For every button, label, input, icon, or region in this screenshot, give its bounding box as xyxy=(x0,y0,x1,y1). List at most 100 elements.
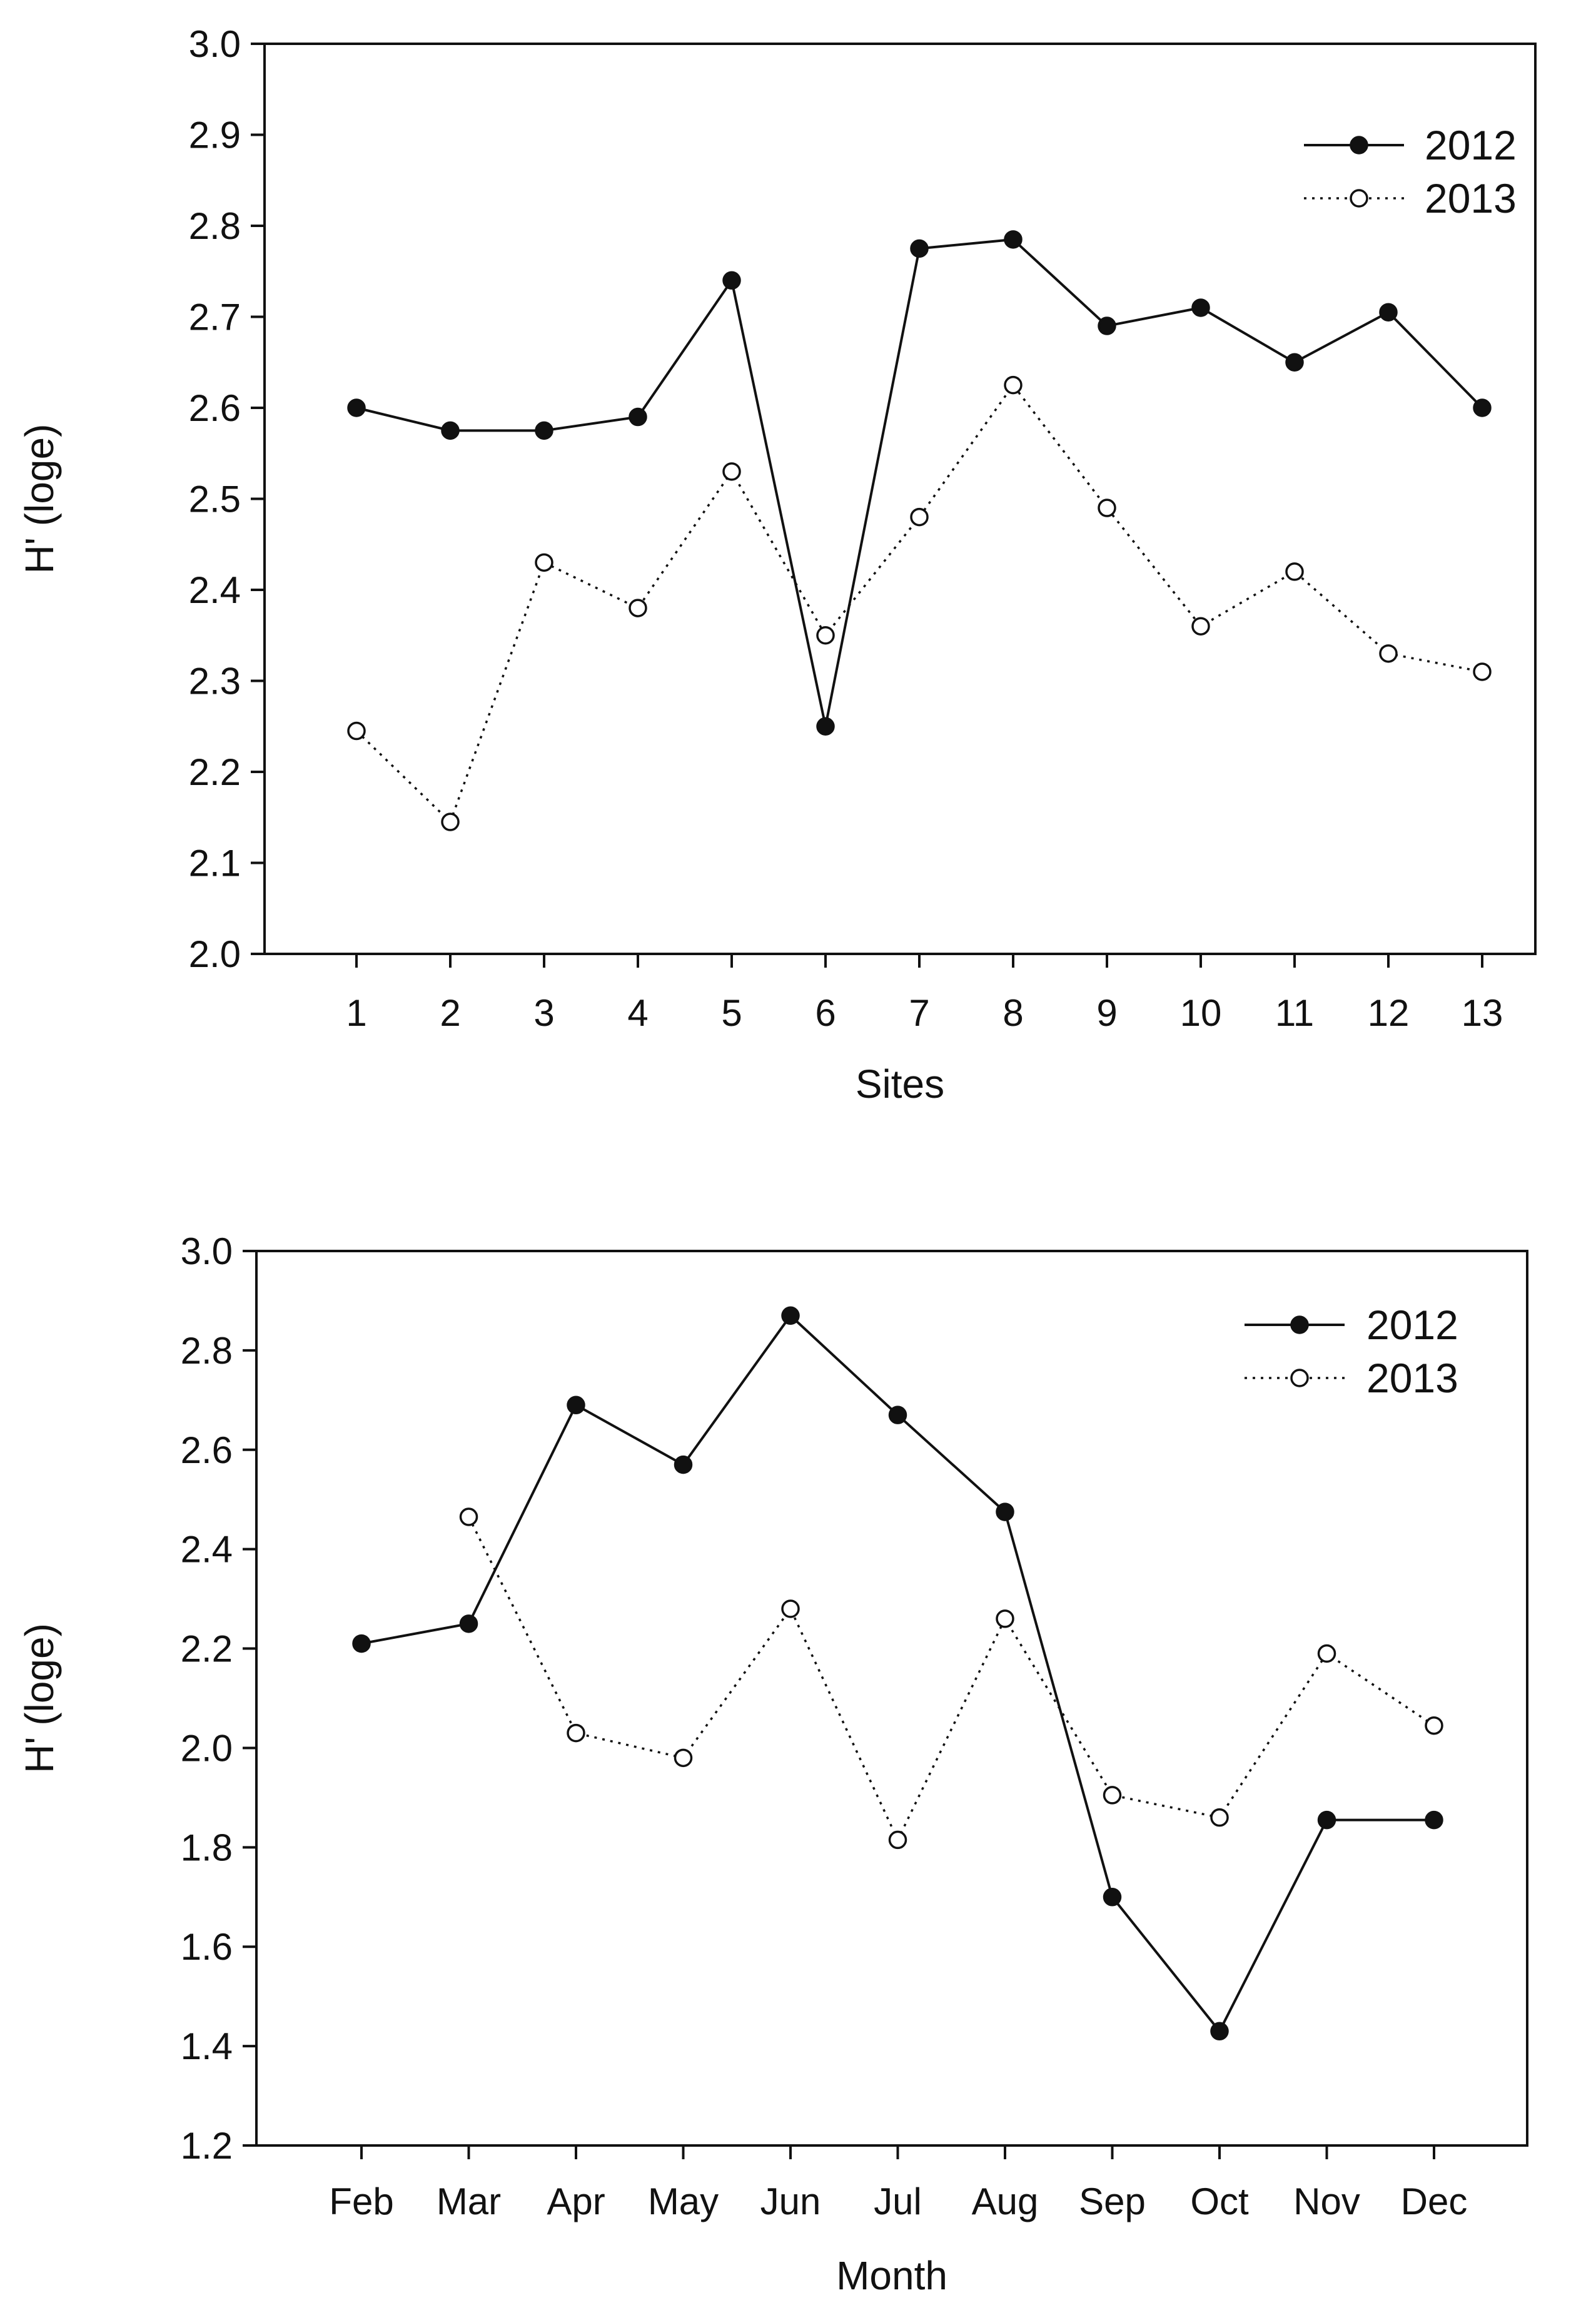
series-2013-point xyxy=(567,1723,585,1743)
series-2013-point xyxy=(1103,1786,1122,1805)
series-2012-point xyxy=(352,1634,371,1653)
y-tick-label: 2.5 xyxy=(189,479,241,520)
series-2013-point xyxy=(781,1599,800,1618)
series-2012-point xyxy=(1473,398,1492,417)
series-2013-point xyxy=(459,1507,478,1526)
x-tick-label: 7 xyxy=(909,992,929,1034)
x-tick-label: 12 xyxy=(1368,992,1410,1034)
series-2013-point xyxy=(674,1748,693,1768)
x-axis-title: Month xyxy=(836,2253,947,2298)
series-2013-point xyxy=(441,813,460,831)
series-2012-point xyxy=(888,1406,907,1424)
x-tick-label: 4 xyxy=(627,992,648,1034)
y-axis-title: H' (loge) xyxy=(17,1623,62,1773)
x-tick-label: Feb xyxy=(329,2181,393,2222)
x-tick-label: Sep xyxy=(1079,2181,1146,2222)
y-tick-label: 1.4 xyxy=(181,2025,233,2067)
x-tick-label: 1 xyxy=(346,992,366,1034)
y-tick-label: 2.8 xyxy=(181,1330,233,1372)
x-tick-label: 8 xyxy=(1003,992,1023,1034)
y-tick-label: 1.8 xyxy=(181,1826,233,1868)
series-2012-point xyxy=(816,717,835,736)
series-2013-point xyxy=(888,1830,907,1850)
series-2012-point xyxy=(781,1306,800,1325)
series-2012-point xyxy=(1379,303,1398,322)
series-2012-point xyxy=(1098,317,1116,335)
x-tick-label: Jul xyxy=(874,2181,922,2222)
x-tick-label: 9 xyxy=(1096,992,1117,1034)
y-tick-label: 3.0 xyxy=(189,23,241,65)
x-tick-label: Jun xyxy=(760,2181,821,2222)
y-tick-label: 2.4 xyxy=(181,1529,233,1571)
y-tick-label: 1.2 xyxy=(181,2125,233,2167)
y-tick-label: 2.1 xyxy=(189,843,241,884)
series-2013-point xyxy=(1285,562,1304,581)
series-2012-point xyxy=(1004,230,1023,249)
legend-marker-2013 xyxy=(1290,1369,1309,1387)
series-2012-point xyxy=(1210,2022,1229,2041)
series-2012-point xyxy=(629,407,647,427)
series-2012-point xyxy=(347,398,366,417)
series-2013-point xyxy=(910,507,929,527)
series-2013-point xyxy=(347,721,366,741)
month-chart: 1.2 1.4 1.6 1.8 2.0 2.2 2.4 2.6 2.8 3.0 Feb Mar Apr M… xyxy=(17,1230,1528,2298)
series-2013-line xyxy=(355,383,1483,824)
y-tick-label: 3.0 xyxy=(181,1230,233,1272)
x-tick-label: Mar xyxy=(437,2181,501,2222)
y-tick-label: 2.7 xyxy=(189,296,241,338)
legend-label-2013: 2013 xyxy=(1425,175,1517,221)
x-tick-label: May xyxy=(648,2181,719,2222)
x-tick-label: 13 xyxy=(1462,992,1503,1034)
series-2012-point xyxy=(567,1396,585,1415)
x-tick-label: 3 xyxy=(533,992,554,1034)
y-axis-title: H' (loge) xyxy=(17,424,62,574)
legend-marker-2012 xyxy=(1350,136,1368,155)
y-tick-label: 2.2 xyxy=(189,751,241,793)
legend-marker-2012 xyxy=(1290,1315,1309,1334)
x-tick-label: Oct xyxy=(1190,2181,1249,2222)
series-2012-line xyxy=(356,238,1483,727)
y-tick-label: 2.4 xyxy=(189,569,241,611)
series-2013-point xyxy=(1098,499,1116,517)
y-tick-label: 2.9 xyxy=(189,114,241,156)
series-2012-point xyxy=(1317,1810,1336,1830)
x-tick-label: 2 xyxy=(440,992,460,1034)
series-2013-point xyxy=(816,626,835,645)
series-2012-point xyxy=(910,239,929,258)
y-tick-label: 2.0 xyxy=(181,1727,233,1769)
x-tick-label: 11 xyxy=(1275,992,1314,1034)
series-2013-point xyxy=(1004,375,1023,395)
x-tick-label: 6 xyxy=(815,992,836,1034)
x-tick-label: 10 xyxy=(1180,992,1222,1034)
series-2013-point xyxy=(535,553,553,572)
series-2013-point xyxy=(1473,662,1492,681)
series-2013-point xyxy=(722,462,741,481)
legend-label-2013: 2013 xyxy=(1366,1355,1458,1401)
series-2013-line xyxy=(467,1516,1435,1843)
y-tick-label: 2.0 xyxy=(189,933,241,975)
series-2012-point xyxy=(1285,353,1304,372)
legend-label-2012: 2012 xyxy=(1425,122,1517,168)
series-2013-point xyxy=(1210,1808,1229,1827)
legend-label-2012: 2012 xyxy=(1366,1302,1458,1348)
series-2013-point xyxy=(1425,1716,1443,1735)
series-2012-point xyxy=(674,1455,693,1474)
y-tick-label: 2.8 xyxy=(189,205,241,247)
series-2012-point xyxy=(1103,1888,1122,1907)
x-tick-label: 5 xyxy=(721,992,742,1034)
x-axis-title: Sites xyxy=(856,1061,944,1107)
series-2012-point xyxy=(996,1502,1014,1521)
x-tick-label: Nov xyxy=(1293,2181,1360,2222)
x-tick-label: Dec xyxy=(1401,2181,1468,2222)
x-tick-label: Apr xyxy=(547,2181,605,2222)
y-tick-label: 2.6 xyxy=(189,387,241,429)
sites-chart: 2.02.12.22.32.42.52.62.72.82.93.01 2 3 4 5 6 7… xyxy=(17,23,1537,1107)
series-2012-point xyxy=(722,271,741,290)
y-tick-label: 1.6 xyxy=(181,1926,233,1968)
series-2012-point xyxy=(1425,1810,1443,1830)
plot-frame xyxy=(255,1250,1528,2147)
series-2013-point xyxy=(1379,644,1398,663)
series-2013-point xyxy=(996,1609,1014,1628)
series-2012-point xyxy=(535,421,553,440)
